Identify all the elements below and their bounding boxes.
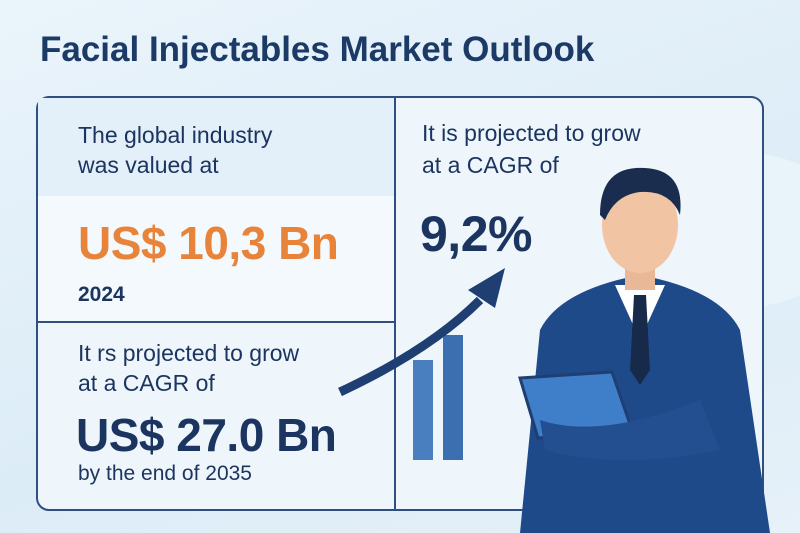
value: US$ 10,3 Bn <box>78 217 339 269</box>
panel-top <box>38 98 394 196</box>
panel-value <box>38 196 394 322</box>
value: 9,2% <box>420 206 532 262</box>
bar-icon <box>443 335 463 460</box>
year: 2024 <box>78 283 125 306</box>
title: Facial Injectables Market Outlook <box>40 30 595 69</box>
arms <box>540 400 720 460</box>
arrow <box>338 296 484 397</box>
note: by the end of 2035 <box>78 462 252 485</box>
suit <box>520 275 770 533</box>
label: It rs projected to grow <box>78 340 300 366</box>
label: The global industry <box>78 122 273 148</box>
tie <box>630 295 650 385</box>
face <box>602 177 678 273</box>
label: was valued at <box>78 152 219 178</box>
arrow-head <box>468 268 505 308</box>
value: US$ 27.0 Bn <box>76 409 337 461</box>
label: at a CAGR of <box>78 370 215 396</box>
label: at a CAGR of <box>422 152 559 178</box>
bar-icon <box>413 360 433 460</box>
label: It is projected to grow <box>422 120 641 146</box>
hair <box>600 167 681 220</box>
